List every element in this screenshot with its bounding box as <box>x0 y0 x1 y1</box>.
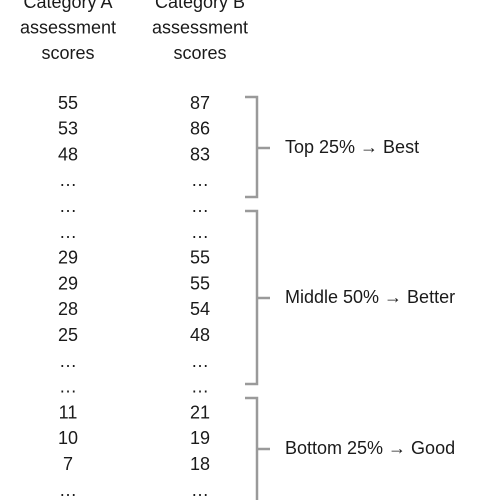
score-cell: 48 <box>190 325 210 345</box>
score-cell: 55 <box>190 248 210 268</box>
score-cell: 19 <box>190 428 210 448</box>
bracket-top <box>245 95 270 199</box>
score-cell: 29 <box>58 273 78 293</box>
group-label: Top 25% → Best <box>285 137 419 157</box>
score-cell: 7 <box>63 454 73 474</box>
score-cell: 11 <box>59 402 78 422</box>
column-header: Category B <box>155 0 245 12</box>
score-cell: … <box>191 377 209 397</box>
score-cell: … <box>59 222 77 242</box>
score-cell: … <box>191 170 209 190</box>
score-cell: … <box>59 196 77 216</box>
column-header: scores <box>173 43 226 63</box>
score-cell: 21 <box>190 402 210 422</box>
column-header: assessment <box>152 17 248 37</box>
score-cell: 18 <box>190 454 210 474</box>
score-cell: 10 <box>58 428 78 448</box>
column-header: Category A <box>23 0 112 12</box>
score-cell: … <box>59 170 77 190</box>
score-cell: 54 <box>190 299 210 319</box>
score-cell: 55 <box>190 273 210 293</box>
group-label: Middle 50% → Better <box>285 287 455 307</box>
score-cell: … <box>191 480 209 500</box>
column-header: scores <box>41 43 94 63</box>
bracket-bottom <box>245 396 270 500</box>
score-cell: 29 <box>58 248 78 268</box>
score-cell: … <box>191 351 209 371</box>
score-cell: 86 <box>190 119 210 139</box>
score-cell: … <box>59 377 77 397</box>
score-cell: 53 <box>58 119 78 139</box>
score-cell: 28 <box>58 299 78 319</box>
column-header: assessment <box>20 17 116 37</box>
score-cell: … <box>191 222 209 242</box>
score-cell: … <box>59 480 77 500</box>
score-cell: … <box>191 196 209 216</box>
score-cell: … <box>59 351 77 371</box>
score-cell: 25 <box>58 325 78 345</box>
score-cell: 48 <box>58 144 78 164</box>
score-cell: 83 <box>190 144 210 164</box>
group-label: Bottom 25% → Good <box>285 438 455 458</box>
score-cell: 87 <box>190 93 210 113</box>
bracket-middle <box>245 209 270 386</box>
score-cell: 55 <box>58 93 78 113</box>
